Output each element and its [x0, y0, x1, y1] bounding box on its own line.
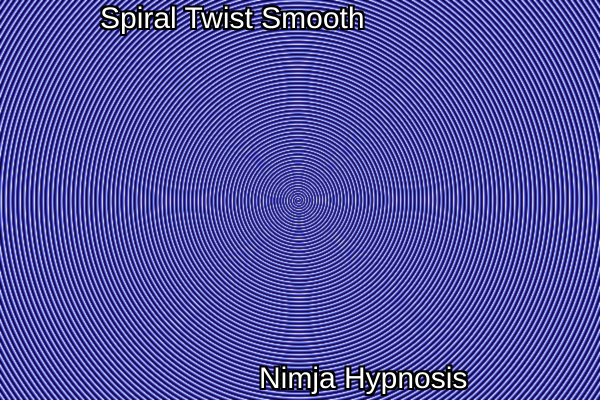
brand-watermark: Nimja Hypnosis	[259, 362, 468, 395]
image-title: Spiral Twist Smooth	[100, 2, 365, 35]
